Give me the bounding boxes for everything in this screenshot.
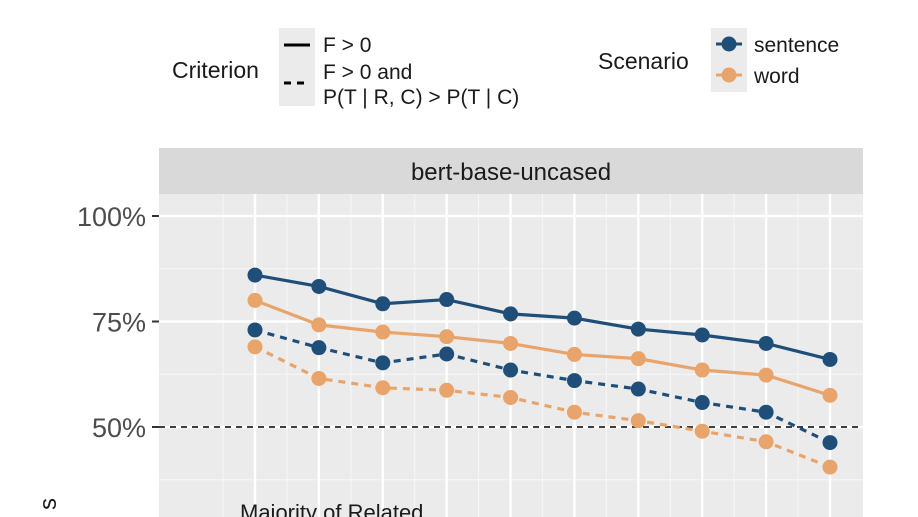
data-point-word [758, 434, 774, 450]
legend-label-word: word [753, 65, 800, 88]
data-point-sentence [630, 381, 646, 397]
data-point-sentence [758, 335, 774, 351]
data-point-word [566, 346, 582, 362]
data-point-sentence [247, 322, 263, 338]
scenario-legend: Scenario sentence word [598, 28, 839, 92]
y-tick-label: 75% [92, 308, 146, 338]
data-point-sentence [566, 373, 582, 389]
data-point-word [311, 370, 327, 386]
panel-annotation: Majority of Related [240, 500, 423, 517]
legend-key-point-word [721, 67, 737, 83]
data-point-sentence [375, 355, 391, 371]
criterion-legend-key-background [279, 28, 315, 106]
data-point-word [247, 339, 263, 355]
criterion-legend-title: Criterion [172, 57, 259, 83]
data-point-word [503, 389, 519, 405]
data-point-sentence [822, 435, 838, 451]
y-tick-label: 50% [92, 413, 146, 443]
facet-strip [159, 148, 863, 194]
data-point-word [822, 387, 838, 403]
series-line-word-solid [254, 298, 831, 397]
data-point-sentence [439, 346, 455, 362]
criterion-legend: Criterion F > 0 F > 0 and P(T | R, C) > … [172, 28, 519, 109]
data-point-word [375, 324, 391, 340]
data-point-word [630, 351, 646, 367]
data-point-word [311, 317, 327, 333]
data-point-word [630, 413, 646, 429]
criterion-solid-label: F > 0 [323, 34, 371, 57]
series-line-sentence-solid [254, 273, 831, 362]
data-point-word [375, 380, 391, 396]
data-point-sentence [311, 278, 327, 294]
data-point-word [503, 335, 519, 351]
data-point-sentence [566, 310, 582, 326]
legend-label-sentence: sentence [754, 34, 839, 57]
data-point-sentence [630, 321, 646, 337]
facet-strip-label: bert-base-uncased [411, 159, 611, 186]
data-point-word [247, 292, 263, 308]
data-point-sentence [822, 351, 838, 367]
data-point-sentence [375, 296, 391, 312]
legend-key-point-sentence [721, 36, 737, 52]
scenario-legend-title: Scenario [598, 48, 689, 74]
y-axis-title-partial: s [35, 498, 62, 510]
data-point-word [822, 459, 838, 475]
data-point-word [694, 362, 710, 378]
data-point-sentence [503, 362, 519, 378]
data-point-word [439, 382, 455, 398]
data-point-sentence [694, 395, 710, 411]
series-group [247, 267, 838, 475]
data-point-sentence [503, 306, 519, 322]
y-tick-label: 100% [77, 202, 146, 232]
data-point-word [694, 423, 710, 439]
data-point-sentence [694, 327, 710, 343]
data-point-word [566, 404, 582, 420]
criterion-dashed-label-line2: P(T | R, C) > P(T | C) [323, 86, 519, 109]
data-point-word [758, 367, 774, 383]
data-point-sentence [311, 340, 327, 356]
data-point-sentence [439, 292, 455, 308]
data-point-word [439, 329, 455, 345]
y-axis: 50% 75% 100% [77, 202, 159, 443]
data-point-sentence [247, 267, 263, 283]
data-point-sentence [758, 404, 774, 420]
criterion-dashed-label-line1: F > 0 and [323, 61, 412, 84]
